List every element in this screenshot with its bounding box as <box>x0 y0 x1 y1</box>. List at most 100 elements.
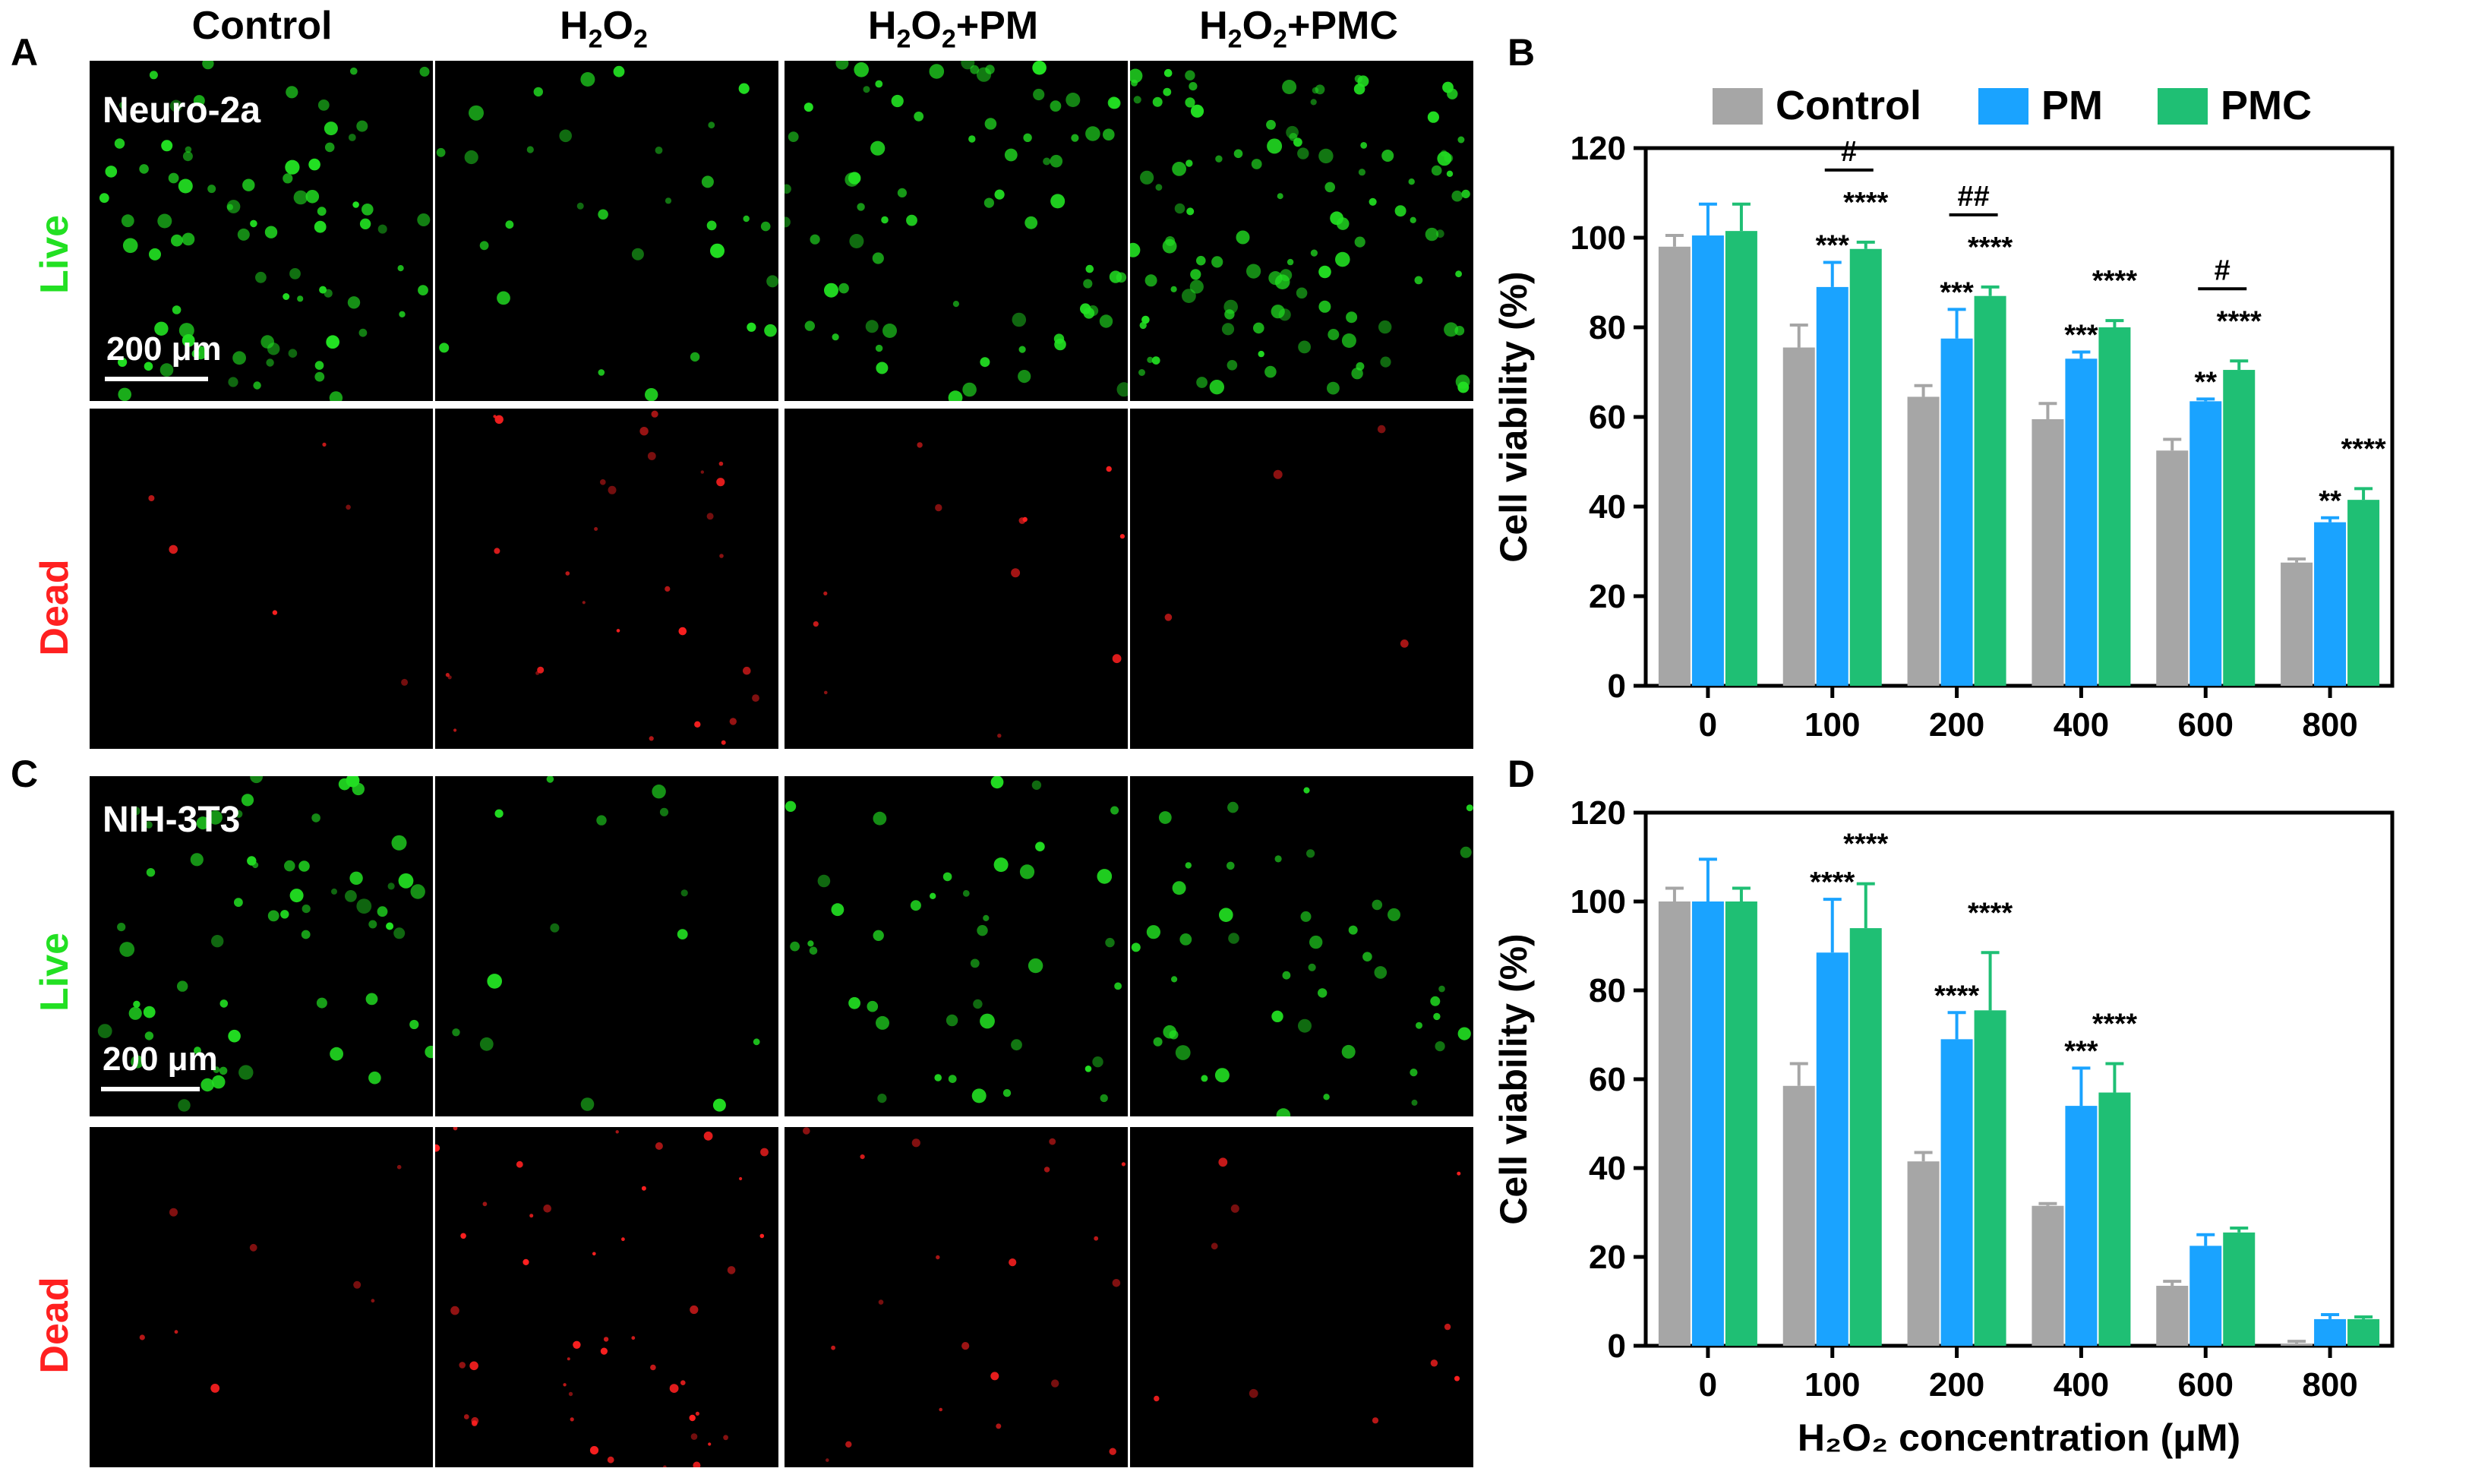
micrograph-live-bottom-h2o2-pmc <box>1130 776 1473 1116</box>
y-axis-label: Cell viability (%) <box>1492 933 1535 1224</box>
x-tick-label: 600 <box>2178 1366 2234 1403</box>
bar <box>2314 522 2347 686</box>
micrograph-live-top-h2o2-pmc <box>1130 61 1473 401</box>
legend-label-control: Control <box>1776 83 1921 128</box>
row-label-dead-top: Dead <box>33 559 77 656</box>
bar <box>1782 347 1815 686</box>
micrograph-dead-top-h2o2-pm <box>785 409 1128 749</box>
bar <box>2098 1092 2131 1346</box>
bar <box>1725 901 1757 1346</box>
bar <box>2281 562 2313 686</box>
bar <box>2065 358 2098 686</box>
legend-swatch-pm <box>1978 88 2028 125</box>
x-axis-label: H₂O₂ concentration (μM) <box>1798 1416 2240 1459</box>
y-tick-label: 20 <box>1589 1239 1626 1276</box>
micrograph-live-bottom-h2o2-pm <box>785 776 1128 1116</box>
bracket-marker: # <box>1841 136 1857 168</box>
significance-marker: *** <box>2064 1035 2098 1067</box>
bar <box>1974 1010 2006 1346</box>
bar <box>1940 338 1973 686</box>
bracket-marker: # <box>2215 254 2230 286</box>
x-tick-label: 800 <box>2302 706 2357 744</box>
x-tick-label: 400 <box>2054 1366 2109 1403</box>
micrograph-dead-top-control <box>90 409 433 749</box>
bar <box>1907 396 1940 686</box>
x-tick-label: 0 <box>1699 706 1717 744</box>
significance-marker: ** <box>2319 485 2341 517</box>
bar <box>1940 1039 1973 1346</box>
bar <box>2223 370 2256 686</box>
x-tick-label: 0 <box>1699 1366 1717 1403</box>
bar <box>1691 235 1724 686</box>
bar <box>1725 231 1757 686</box>
y-tick-label: 80 <box>1589 972 1626 1009</box>
panel-label-a: A <box>11 31 39 74</box>
bar <box>1849 248 1882 686</box>
significance-marker: **** <box>1843 829 1888 860</box>
cell-line-label-nih3t3: NIH-3T3 <box>103 800 241 840</box>
y-tick-label: 120 <box>1571 794 1626 832</box>
column-header-h2o2: H2O2 <box>560 4 648 54</box>
significance-marker: **** <box>1810 867 1855 898</box>
significance-marker: **** <box>2092 265 2137 297</box>
panel-label-d: D <box>1508 753 1536 795</box>
bar <box>1816 952 1848 1346</box>
micrograph-dead-top-h2o2 <box>435 409 778 749</box>
micrograph-dead-bottom-h2o2-pmc <box>1130 1127 1473 1467</box>
x-tick-label: 400 <box>2054 706 2109 744</box>
bar <box>2314 1318 2347 1346</box>
micrograph-live-top-h2o2 <box>435 61 778 401</box>
bar <box>1658 246 1691 686</box>
chart-d-svg: 0 20 40 60 80 100 120 Cell viability (%) 0 100 200… <box>1492 794 2395 1459</box>
bar <box>2098 327 2131 686</box>
bar <box>1816 286 1848 686</box>
scale-bar-top <box>105 377 208 381</box>
micrograph-live-bottom-h2o2 <box>435 776 778 1116</box>
y-tick-label: 40 <box>1589 1150 1626 1187</box>
x-tick-label: 100 <box>1804 1366 1860 1403</box>
micrograph-dead-bottom-h2o2 <box>435 1127 778 1467</box>
row-label-live-top: Live <box>33 214 77 295</box>
bar <box>1658 901 1691 1346</box>
panel-label-c: C <box>11 753 39 795</box>
bar <box>2281 1343 2313 1346</box>
bracket-marker: ## <box>1957 181 1989 213</box>
scale-bar-label-bottom: 200 μm <box>103 1040 218 1078</box>
bar <box>2156 450 2189 686</box>
bar <box>2189 401 2222 686</box>
bar <box>1974 295 2006 686</box>
bar <box>2032 418 2064 686</box>
y-tick-label: 0 <box>1608 668 1626 705</box>
significance-marker: **** <box>2217 305 2262 337</box>
micrograph-live-bottom-control <box>90 776 433 1116</box>
micrograph-dead-bottom-h2o2-pm <box>785 1127 1128 1467</box>
column-header-h2o2-pmc: H2O2+PMC <box>1199 4 1398 54</box>
legend-swatch-pmc <box>2158 88 2208 125</box>
bar <box>2347 1318 2380 1346</box>
row-label-live-bottom: Live <box>33 932 77 1012</box>
x-tick-label: 200 <box>1929 1366 1984 1403</box>
legend-label-pmc: PMC <box>2221 83 2312 128</box>
plot-frame <box>1643 146 2395 688</box>
bar <box>2156 1286 2189 1346</box>
x-tick-label: 600 <box>2178 706 2234 744</box>
panel-label-b: B <box>1508 31 1536 74</box>
significance-marker: *** <box>2064 319 2098 351</box>
x-tick-label: 200 <box>1929 706 1984 744</box>
significance-marker: *** <box>1940 276 1974 308</box>
significance-marker: **** <box>1968 897 2013 929</box>
chart-b-svg: 0 20 40 60 80 100 120 Cell viability (%) 0 100 200… <box>1492 130 2395 744</box>
significance-marker: **** <box>2341 433 2386 465</box>
bar <box>2347 500 2380 686</box>
x-tick-label: 800 <box>2302 1366 2357 1403</box>
y-tick-label: 80 <box>1589 309 1626 346</box>
micrograph-dead-top-h2o2-pmc <box>1130 409 1473 749</box>
cell-line-label-neuro2a: Neuro-2a <box>103 90 261 131</box>
y-tick-label: 60 <box>1589 1061 1626 1098</box>
y-tick-label: 100 <box>1571 883 1626 920</box>
y-tick-label: 100 <box>1571 219 1626 257</box>
bar <box>1782 1085 1815 1346</box>
bar <box>2032 1205 2064 1346</box>
y-tick-label: 60 <box>1589 399 1626 436</box>
bar <box>1849 928 1882 1346</box>
